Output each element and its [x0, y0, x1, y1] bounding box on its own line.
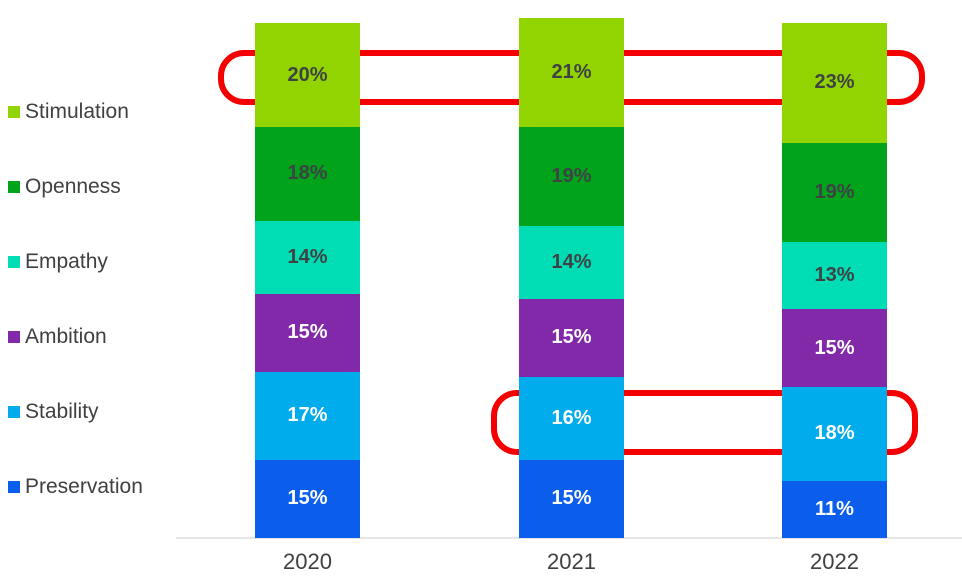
- segment-value-label: 23%: [814, 71, 855, 94]
- segment-value-label: 20%: [287, 63, 328, 86]
- segment-value-label: 18%: [287, 162, 328, 185]
- legend-item-stability: Stability: [8, 398, 99, 426]
- segment-value-label: 14%: [287, 245, 328, 268]
- axis-label-2021: 2021: [547, 549, 596, 574]
- legend-label-preservation: Preservation: [25, 475, 143, 498]
- segment-2022-ambition: 15%: [782, 309, 887, 388]
- segment-2022-preservation: 11%: [782, 480, 887, 538]
- segment-2022-stability: 18%: [782, 387, 887, 481]
- segment-value-label: 19%: [814, 180, 855, 203]
- axis-label-2022: 2022: [810, 549, 859, 574]
- segment-2020-openness: 18%: [255, 127, 360, 221]
- segment-2021-openness: 19%: [519, 127, 624, 226]
- segment-2022-openness: 19%: [782, 142, 887, 242]
- bar-2021: 21% 19% 14% 15% 16% 15%: [519, 18, 624, 538]
- legend-swatch-preservation: [8, 481, 20, 493]
- legend-swatch-openness: [8, 181, 20, 193]
- segment-2021-stimulation: 21%: [519, 18, 624, 128]
- segment-value-label: 15%: [814, 336, 855, 359]
- segment-value-label: 19%: [551, 165, 592, 188]
- segment-value-label: 21%: [551, 61, 592, 84]
- legend-label-stability: Stability: [25, 400, 99, 423]
- legend-item-openness: Openness: [8, 173, 121, 201]
- segment-value-label: 15%: [551, 326, 592, 349]
- segment-2022-empathy: 13%: [782, 241, 887, 310]
- segment-value-label: 16%: [551, 406, 592, 429]
- legend-label-ambition: Ambition: [25, 325, 107, 348]
- highlight-annotation-stability: [491, 390, 918, 455]
- legend-swatch-empathy: [8, 256, 20, 268]
- segment-2021-ambition: 15%: [519, 298, 624, 377]
- segment-value-label: 15%: [287, 487, 328, 510]
- x-axis-line: [176, 537, 962, 539]
- legend-swatch-stimulation: [8, 106, 20, 118]
- bar-2020: 20% 18% 14% 15% 17% 15%: [255, 23, 360, 538]
- legend-item-stimulation: Stimulation: [8, 98, 129, 126]
- segment-value-label: 14%: [551, 250, 592, 273]
- legend-swatch-ambition: [8, 331, 20, 343]
- segment-2021-empathy: 14%: [519, 225, 624, 299]
- bar-2022: 23% 19% 13% 15% 18% 11%: [782, 23, 887, 538]
- legend-label-empathy: Empathy: [25, 250, 108, 273]
- segment-2020-ambition: 15%: [255, 293, 360, 372]
- segment-value-label: 18%: [814, 422, 855, 445]
- legend-item-empathy: Empathy: [8, 248, 108, 276]
- axis-label-2020: 2020: [283, 549, 332, 574]
- segment-2020-empathy: 14%: [255, 220, 360, 294]
- segment-value-label: 13%: [814, 263, 855, 286]
- legend-swatch-stability: [8, 406, 20, 418]
- segment-2020-stability: 17%: [255, 371, 360, 460]
- legend-label-openness: Openness: [25, 175, 121, 198]
- segment-2021-stability: 16%: [519, 376, 624, 460]
- segment-2022-stimulation: 23%: [782, 23, 887, 143]
- legend-label-stimulation: Stimulation: [25, 100, 129, 123]
- segment-value-label: 15%: [551, 487, 592, 510]
- segment-value-label: 11%: [815, 497, 854, 520]
- segment-2020-stimulation: 20%: [255, 23, 360, 128]
- segment-2020-preservation: 15%: [255, 459, 360, 538]
- legend-item-preservation: Preservation: [8, 473, 143, 501]
- segment-value-label: 15%: [287, 321, 328, 344]
- legend-item-ambition: Ambition: [8, 323, 107, 351]
- segment-2021-preservation: 15%: [519, 459, 624, 538]
- segment-value-label: 17%: [287, 404, 328, 427]
